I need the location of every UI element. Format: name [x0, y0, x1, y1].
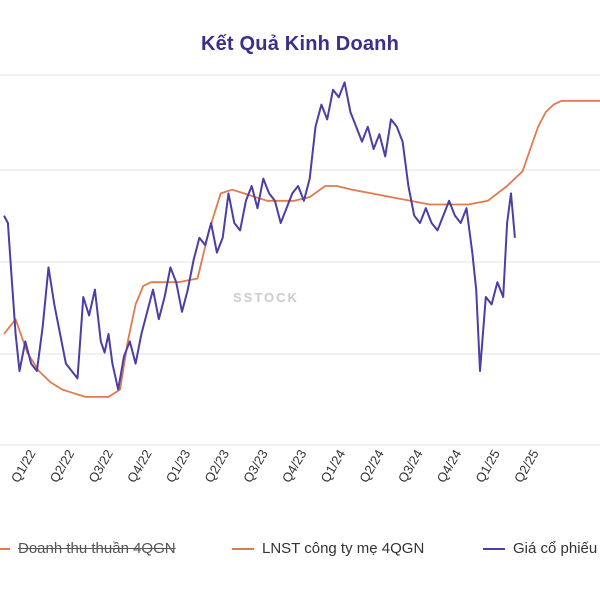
x-tick-label-2: Q3/22 — [85, 447, 116, 485]
legend-item-price[interactable]: Giá cổ phiếu — [483, 540, 597, 557]
watermark: SSTOCK — [233, 290, 299, 305]
legend-label-price: Giá cổ phiếu — [513, 540, 598, 557]
legend-swatch-profit — [232, 547, 254, 550]
x-tick-label-3: Q4/22 — [124, 447, 155, 485]
series-line-1 — [3, 100, 600, 398]
legend-item-profit[interactable]: LNST công ty mẹ 4QGN — [232, 540, 424, 557]
x-tick-label-6: Q3/23 — [240, 447, 271, 485]
grid-lines — [0, 74, 600, 446]
x-tick-label-10: Q3/24 — [395, 447, 426, 485]
x-tick-label-0: Q1/22 — [8, 447, 39, 485]
x-tick-label-5: Q2/23 — [201, 447, 232, 485]
legend-swatch-revenue — [0, 547, 10, 550]
x-tick-label-12: Q1/25 — [472, 447, 503, 485]
x-tick-label-1: Q2/22 — [47, 447, 78, 485]
x-tick-label-11: Q4/24 — [434, 447, 465, 485]
x-tick-label-8: Q1/24 — [317, 447, 348, 485]
series-lines — [3, 81, 600, 398]
x-tick-label-13: Q2/25 — [511, 447, 542, 485]
legend-label-revenue: Doanh thu thuần 4QGN — [18, 540, 176, 557]
series-line-2 — [3, 81, 516, 391]
x-axis-ticks: Q1/22 Q2/22 Q3/22 Q4/22 Q1/23 Q2/23 Q3/23 Q4/23… — [8, 447, 542, 485]
x-tick-label-4: Q1/23 — [163, 447, 194, 485]
legend-label-profit: LNST công ty mẹ 4QGN — [262, 540, 425, 557]
x-tick-label-9: Q2/24 — [356, 447, 387, 485]
x-tick-label-7: Q4/23 — [279, 447, 310, 485]
legend: Doanh thu thuần 4QGN LNST công ty mẹ 4QG… — [0, 540, 600, 570]
legend-item-revenue[interactable]: Doanh thu thuần 4QGN — [0, 540, 176, 557]
chart-title: Kết Quả Kinh Doanh — [200, 33, 400, 55]
legend-swatch-price — [483, 547, 505, 550]
